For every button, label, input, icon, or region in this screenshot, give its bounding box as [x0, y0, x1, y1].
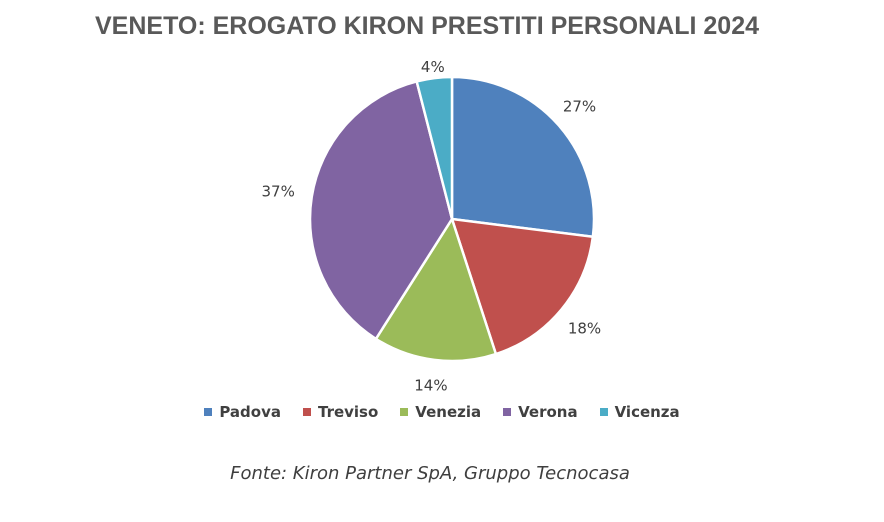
legend-label-verona: Verona	[518, 403, 578, 421]
data-label-padova: 27%	[563, 98, 596, 116]
pie-slice-treviso	[450, 217, 595, 356]
data-label-venezia: 14%	[414, 377, 447, 395]
source-note: Fonte: Kiron Partner SpA, Gruppo Tecnoca…	[230, 463, 630, 484]
legend-swatch-treviso	[302, 408, 311, 416]
legend-swatch-venezia	[400, 408, 409, 416]
legend-swatch-vicenza	[599, 408, 608, 416]
data-label-vicenza: 4%	[421, 58, 445, 76]
pie-slices	[308, 75, 596, 363]
legend-item-venezia: Venezia	[400, 403, 481, 421]
chart-legend: Padova Treviso Venezia Verona Vicenza	[0, 403, 884, 421]
legend-label-vicenza: Vicenza	[614, 403, 680, 421]
legend-label-venezia: Venezia	[415, 403, 482, 421]
legend-swatch-verona	[503, 408, 512, 416]
pie-labels: 27% 18% 14% 37% 4%	[261, 58, 601, 394]
pie-slice-vicenza	[415, 75, 454, 220]
data-label-verona: 37%	[261, 182, 294, 200]
legend-swatch-padova	[204, 408, 213, 416]
legend-item-padova: Padova	[204, 403, 281, 421]
pie-slice-venezia	[374, 216, 498, 363]
legend-item-treviso: Treviso	[302, 403, 379, 421]
legend-item-verona: Verona	[503, 403, 578, 421]
pie-slice-padova	[450, 75, 596, 239]
legend-label-treviso: Treviso	[317, 403, 379, 421]
pie-slice-verona	[308, 79, 454, 341]
legend-label-padova: Padova	[219, 403, 281, 421]
data-label-treviso: 18%	[568, 320, 601, 338]
chart-title: VENETO: EROGATO KIRON PRESTITI PERSONALI…	[94, 12, 759, 40]
legend-item-vicenza: Vicenza	[599, 403, 680, 421]
